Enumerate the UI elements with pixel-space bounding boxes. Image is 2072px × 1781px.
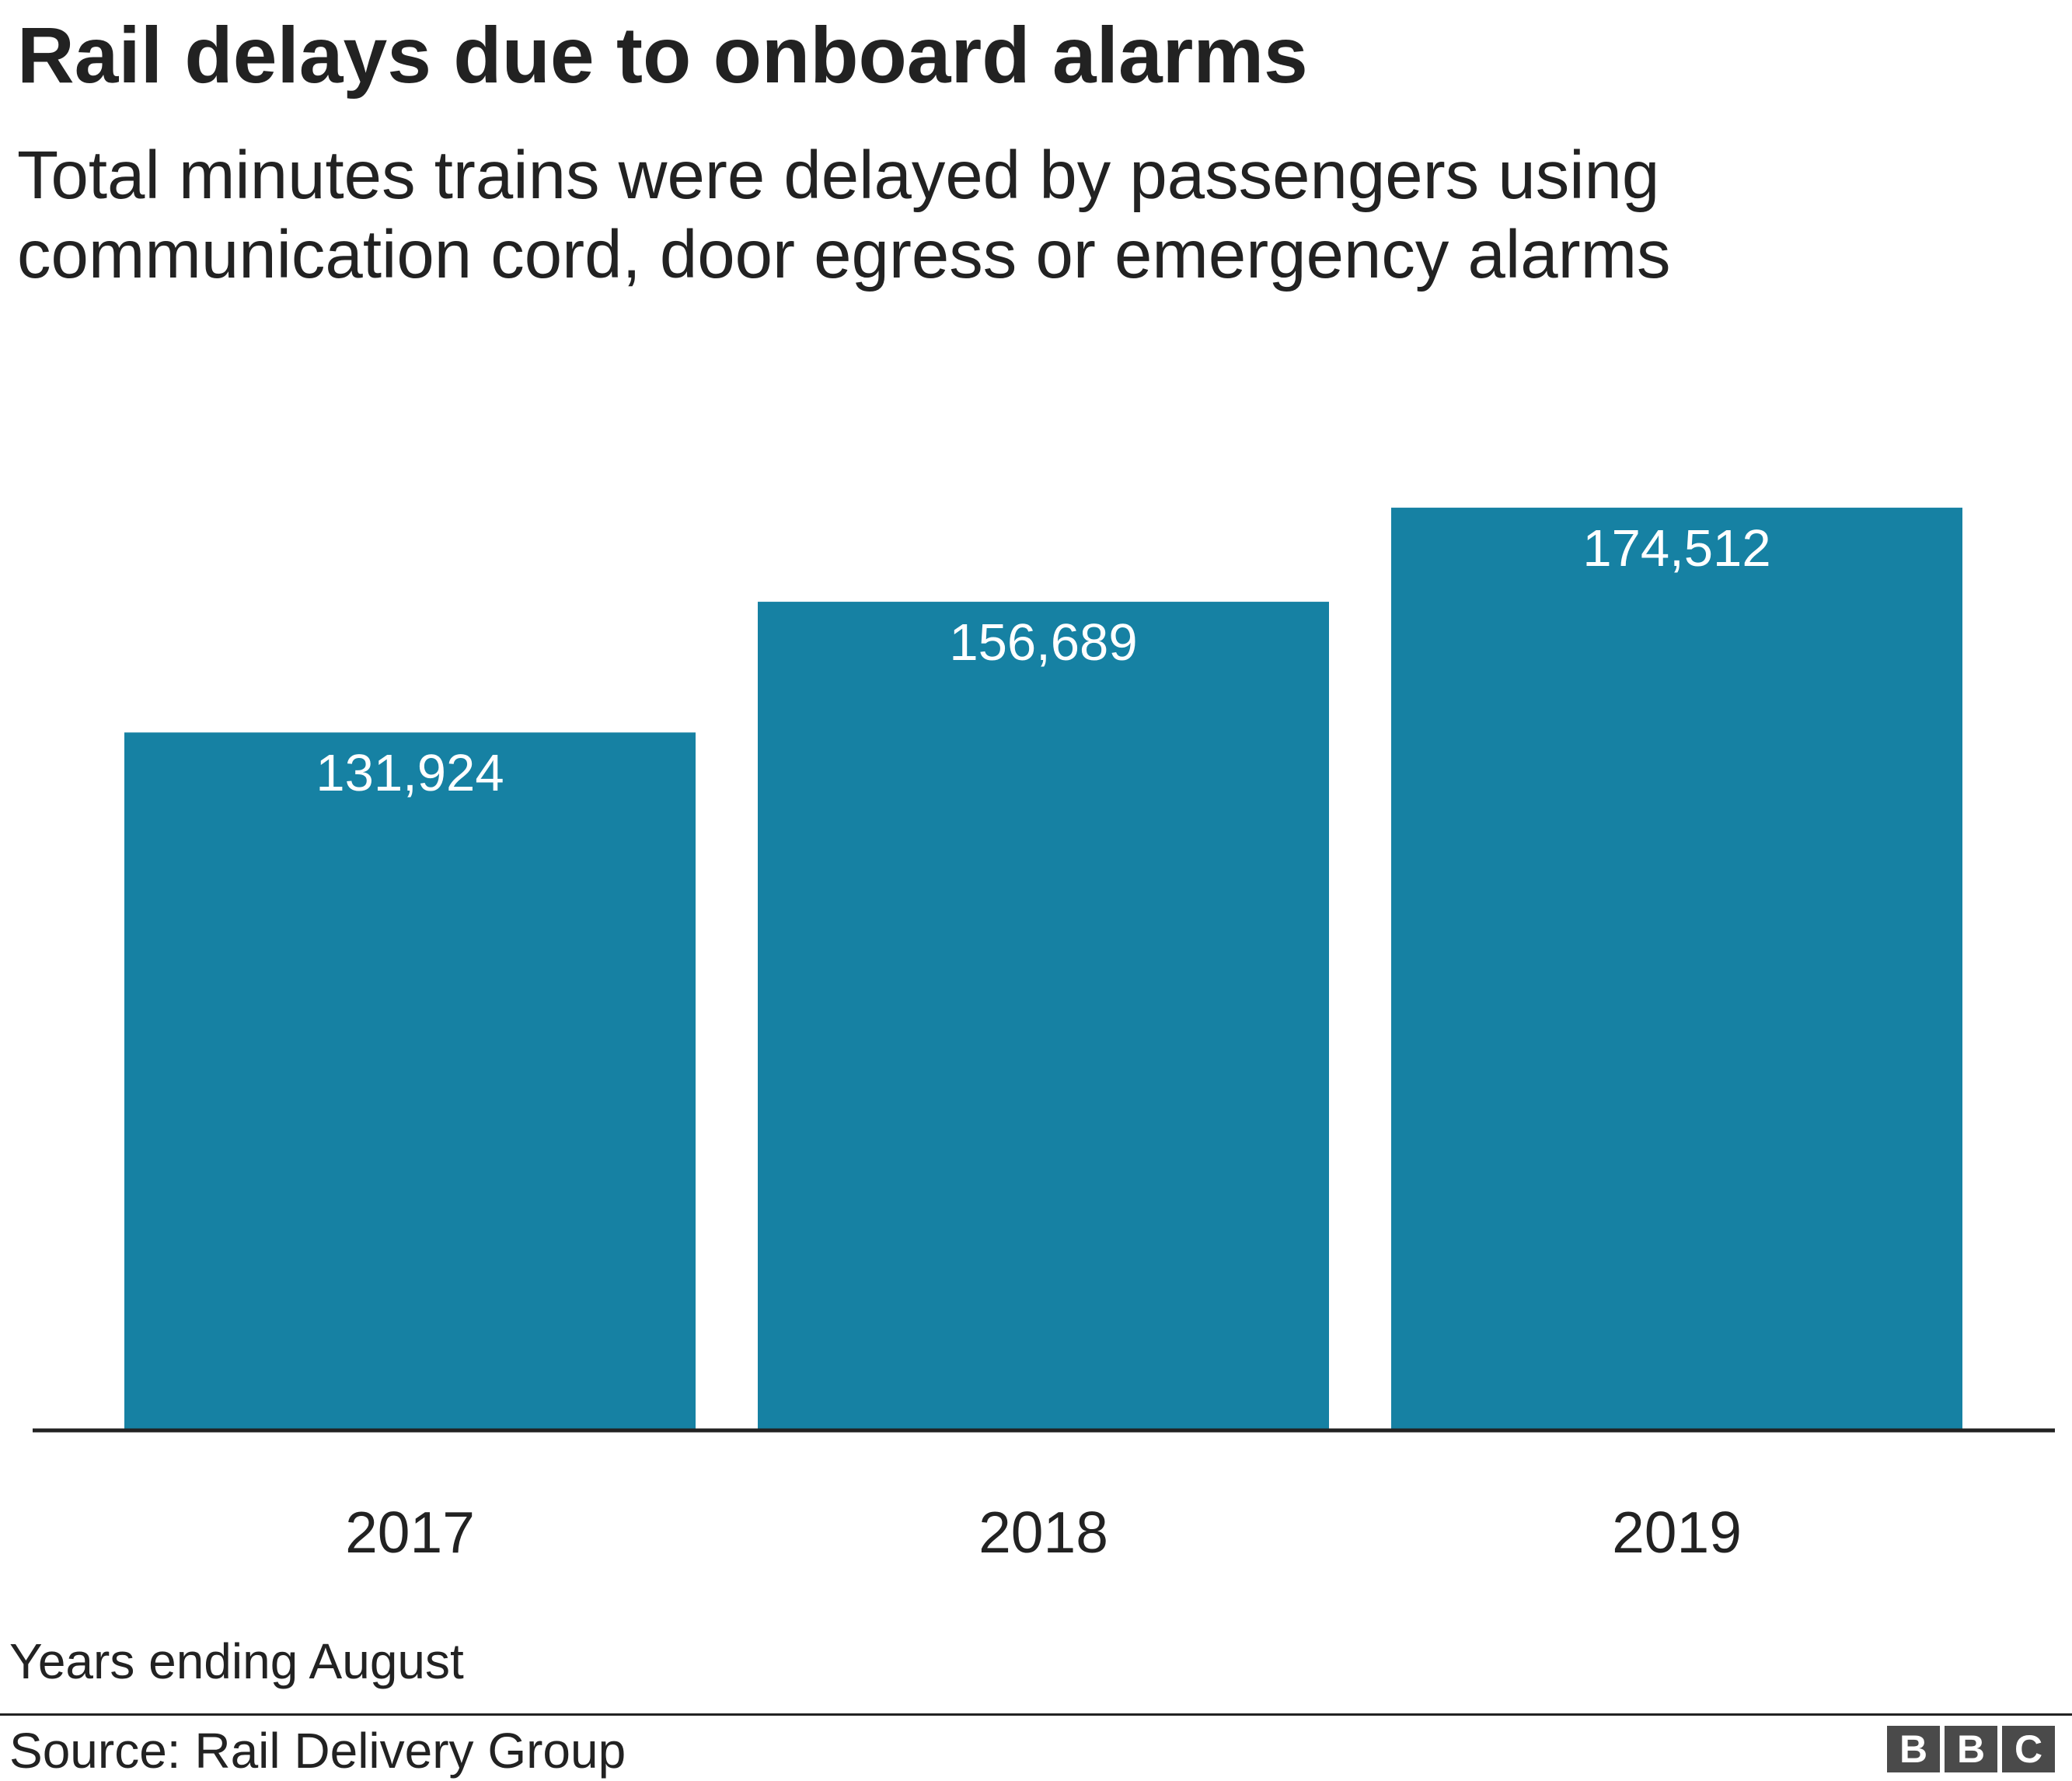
source-text: Source: Rail Delivery Group — [9, 1723, 626, 1779]
bbc-logo-letter: B — [1945, 1726, 1997, 1772]
footer-divider — [0, 1713, 2072, 1716]
bar-2018 — [758, 602, 1329, 1429]
chart-title: Rail delays due to onboard alarms — [17, 11, 1308, 100]
footnote: Years ending August — [9, 1633, 464, 1689]
value-label-2019: 174,512 — [1582, 519, 1770, 578]
value-label-2017: 131,924 — [316, 744, 504, 802]
bbc-logo: B B C — [1887, 1726, 2055, 1772]
x-tick-labels-layer: 2017 2018 2019 — [345, 1500, 1742, 1565]
value-labels-layer: 131,924 156,689 174,512 — [316, 519, 1770, 802]
x-tick-label-2018: 2018 — [978, 1500, 1108, 1565]
x-tick-label-2017: 2017 — [345, 1500, 475, 1565]
bbc-logo-letter: C — [2002, 1726, 2055, 1772]
bars-layer — [124, 508, 1962, 1430]
x-tick-label-2019: 2019 — [1612, 1500, 1742, 1565]
chart-subtitle: Total minutes trains were delayed by pas… — [17, 138, 1671, 292]
value-label-2018: 156,689 — [949, 613, 1137, 672]
bar-chart: 131,924 156,689 174,512 2017 2018 2019 — [33, 508, 2055, 1565]
bbc-logo-letter: B — [1887, 1726, 1940, 1772]
bar-2017 — [124, 732, 696, 1429]
bar-2019 — [1391, 508, 1962, 1430]
